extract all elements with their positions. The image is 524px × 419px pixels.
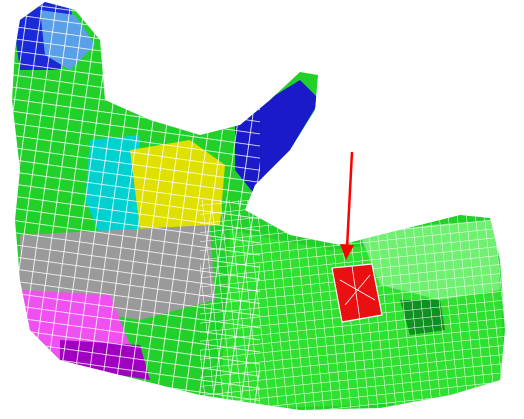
- pointer-arrow: [345, 151, 354, 249]
- pointer-arrow-head: [340, 244, 354, 260]
- selected-element-lines: [339, 265, 376, 321]
- selected-element: [331, 263, 383, 323]
